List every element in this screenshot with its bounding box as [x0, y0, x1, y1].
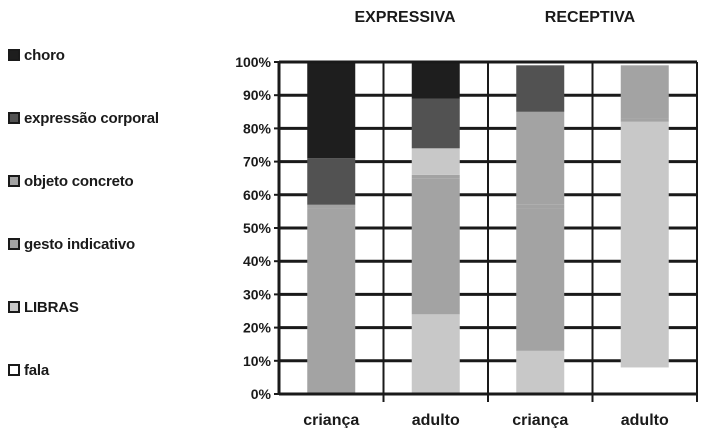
y-tick-label: 20%	[243, 320, 272, 336]
bar-segment	[411, 148, 460, 175]
y-tick-label: 50%	[243, 220, 272, 236]
y-tick-label: 0%	[251, 386, 272, 402]
x-tick-label: adulto	[412, 412, 460, 428]
legend-swatch	[8, 49, 20, 61]
group-title-receptiva: RECEPTIVA	[544, 9, 636, 26]
legend-item-objeto-concreto: objeto concreto	[8, 172, 134, 190]
y-tick-label: 10%	[243, 353, 272, 369]
legend-item-fala: fala	[8, 361, 49, 379]
bar-segment	[411, 314, 460, 394]
group-title-expressiva: EXPRESSIVA	[354, 9, 456, 26]
bar-segment	[411, 178, 460, 315]
bar-segment	[620, 121, 669, 368]
y-tick-label: 30%	[243, 286, 272, 302]
legend-swatch	[8, 301, 20, 313]
bar-segment	[620, 65, 669, 119]
bar-segment	[307, 62, 356, 159]
legend-label: gesto indicativo	[24, 235, 135, 253]
legend-item-choro: choro	[8, 46, 65, 64]
legend-swatch	[8, 175, 20, 187]
bar-segment	[307, 204, 356, 209]
legend-label: LIBRAS	[24, 298, 79, 316]
legend-swatch	[8, 238, 20, 250]
legend-item-expressao-corporal: expressão corporal	[8, 109, 159, 127]
legend-label: fala	[24, 361, 50, 379]
bar-segment	[516, 350, 565, 394]
legend-item-libras: LIBRAS	[8, 298, 79, 316]
y-tick-label: 60%	[243, 187, 272, 203]
bar-segment	[516, 208, 565, 351]
bar-segment	[411, 98, 460, 149]
bar-segment	[620, 118, 669, 122]
y-tick-label: 90%	[243, 87, 272, 103]
y-tick-label: 40%	[243, 253, 272, 269]
bar-segment	[307, 158, 356, 205]
bar-segment	[516, 111, 565, 205]
x-tick-label: adulto	[621, 412, 669, 428]
bar-segment	[411, 174, 460, 179]
y-tick-label: 70%	[243, 154, 272, 170]
legend-item-gesto-indicativo: gesto indicativo	[8, 235, 135, 253]
bar-segment	[411, 62, 460, 99]
y-tick-label: 100%	[235, 54, 271, 70]
legend-swatch	[8, 364, 20, 376]
y-tick-label: 80%	[243, 120, 272, 136]
legend-label: choro	[24, 46, 65, 64]
x-tick-label: criança	[512, 412, 568, 428]
bar-segment	[620, 367, 669, 394]
bar-segment	[516, 65, 565, 112]
bar-segment	[516, 204, 565, 209]
x-tick-label: criança	[303, 412, 359, 428]
legend-swatch	[8, 112, 20, 124]
bar-segment	[307, 208, 356, 394]
legend-label: objeto concreto	[24, 172, 134, 190]
legend-label: expressão corporal	[24, 109, 159, 127]
